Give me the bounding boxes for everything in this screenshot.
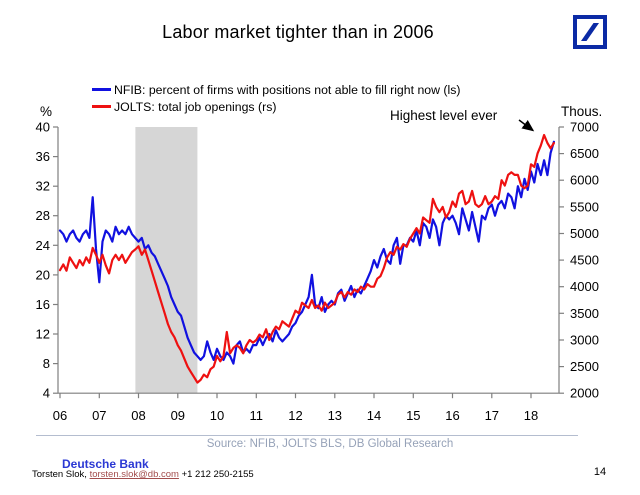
axis-spines bbox=[57, 127, 560, 394]
legend-label-nfib: NFIB: percent of firms with positions no… bbox=[114, 82, 461, 97]
x-tick-label: 08 bbox=[131, 408, 145, 423]
right-tick-label: 5000 bbox=[570, 226, 599, 241]
x-tick-label: 16 bbox=[445, 408, 459, 423]
x-tick-label: 09 bbox=[171, 408, 185, 423]
x-tick-label: 15 bbox=[406, 408, 420, 423]
right-tick-label: 6000 bbox=[570, 173, 599, 188]
left-tick-label: 8 bbox=[43, 356, 50, 371]
series-line-nfib bbox=[58, 140, 556, 365]
page-number: 14 bbox=[593, 466, 607, 478]
contact-name: Torsten Slok, bbox=[32, 469, 87, 480]
left-tick-label: 24 bbox=[36, 238, 50, 253]
right-tick-label: 5500 bbox=[570, 199, 599, 214]
left-tick-label: 12 bbox=[36, 327, 50, 342]
x-tick-label: 14 bbox=[367, 408, 381, 423]
right-axis-unit-label: Thous. bbox=[561, 104, 603, 119]
series-line-jolts bbox=[58, 133, 556, 384]
recession-band bbox=[135, 127, 198, 394]
source-note: Source: NFIB, JOLTS BLS, DB Global Resea… bbox=[206, 438, 454, 450]
annotation-arrow bbox=[518, 119, 535, 132]
right-tick-label: 6500 bbox=[570, 146, 599, 161]
deutsche-bank-logo bbox=[573, 15, 607, 49]
x-tick-label: 13 bbox=[328, 408, 342, 423]
right-tick-label: 4500 bbox=[570, 253, 599, 268]
contact-line: Torsten Slok, torsten.slok@db.com +1 212… bbox=[32, 469, 254, 480]
contact-email-link[interactable]: torsten.slok@db.com bbox=[89, 469, 179, 480]
page-title: Labor market tighter than in 2006 bbox=[162, 22, 434, 42]
jolts-line-swatch bbox=[92, 105, 111, 108]
x-tick-label: 06 bbox=[53, 408, 67, 423]
x-tick-label: 07 bbox=[92, 408, 106, 423]
footer-divider bbox=[36, 435, 578, 436]
x-tick-label: 12 bbox=[288, 408, 302, 423]
legend-item-jolts: JOLTS: total job openings (rs) bbox=[92, 98, 461, 115]
right-tick-label: 3000 bbox=[570, 333, 599, 348]
left-tick-label: 20 bbox=[36, 267, 50, 282]
left-tick-label: 16 bbox=[36, 297, 50, 312]
logo-slash-icon bbox=[581, 23, 599, 41]
left-tick-label: 32 bbox=[36, 179, 50, 194]
contact-phone: +1 212 250-2155 bbox=[181, 469, 254, 480]
left-tick-label: 36 bbox=[36, 149, 50, 164]
legend: NFIB: percent of firms with positions no… bbox=[92, 81, 461, 115]
right-tick-label: 2000 bbox=[570, 386, 599, 401]
x-tick-label: 17 bbox=[485, 408, 499, 423]
right-tick-label: 2500 bbox=[570, 359, 599, 374]
line-chart: 40 36 32 28 24 20 16 12 8 4 7000 6500 6000 5500 5000 45… bbox=[36, 119, 599, 423]
left-tick-label: 40 bbox=[36, 120, 50, 135]
right-tick-label: 3500 bbox=[570, 306, 599, 321]
bank-name: Deutsche Bank bbox=[62, 457, 149, 471]
right-tick-label: 7000 bbox=[570, 120, 599, 135]
right-tick-label: 4000 bbox=[570, 279, 599, 294]
x-tick-label: 11 bbox=[250, 408, 264, 423]
left-tick-label: 4 bbox=[43, 386, 50, 401]
left-axis-unit-label: % bbox=[40, 104, 53, 119]
legend-label-jolts: JOLTS: total job openings (rs) bbox=[114, 99, 277, 114]
left-tick-label: 28 bbox=[36, 208, 50, 223]
nfib-line-swatch bbox=[92, 88, 111, 91]
annotation-highest-level: Highest level ever bbox=[390, 108, 498, 123]
legend-item-nfib: NFIB: percent of firms with positions no… bbox=[92, 81, 461, 98]
x-tick-label: 10 bbox=[210, 408, 224, 423]
x-tick-label: 18 bbox=[524, 408, 538, 423]
